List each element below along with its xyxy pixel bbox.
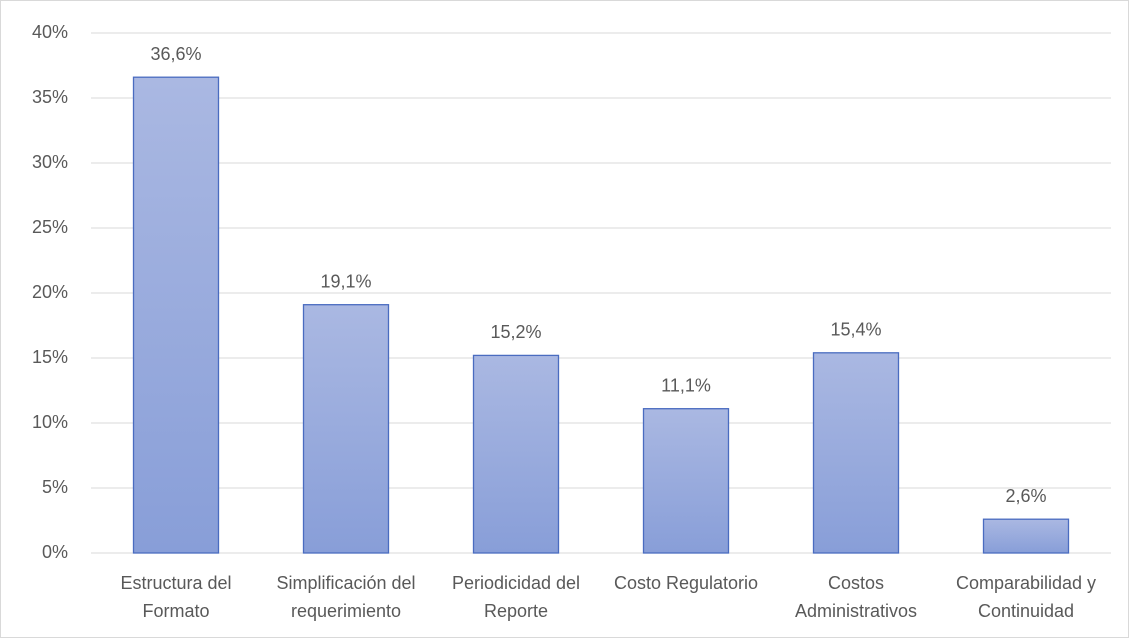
y-tick-label: 0% <box>42 542 68 562</box>
bar <box>472 354 560 554</box>
x-tick-label: Periodicidad del Reporte <box>451 573 581 621</box>
y-tick-label: 30% <box>32 152 68 172</box>
value-label: 36,6% <box>150 44 201 64</box>
value-label: 19,1% <box>320 271 371 291</box>
y-tick-label: 10% <box>32 412 68 432</box>
x-tick-label: Simplificación del requerimiento <box>276 573 416 621</box>
bar <box>812 352 900 554</box>
value-label: 15,4% <box>830 320 881 340</box>
y-tick-label: 5% <box>42 477 68 497</box>
value-label: 15,2% <box>490 322 541 342</box>
bar <box>132 76 220 554</box>
x-tick-label: Comparabilidad y Continuidad <box>955 573 1097 621</box>
bar <box>982 518 1070 554</box>
y-tick-label: 15% <box>32 347 68 367</box>
y-tick-label: 25% <box>32 217 68 237</box>
x-tick-label: Costos Administrativos <box>794 573 918 621</box>
x-tick-label: Estructura del Formato <box>120 573 232 621</box>
x-tick-label: Costo Regulatorio <box>613 573 759 593</box>
y-tick-label: 35% <box>32 87 68 107</box>
value-label: 11,1% <box>661 375 711 395</box>
y-tick-label: 20% <box>32 282 68 302</box>
bar <box>302 304 390 554</box>
bar <box>642 408 730 554</box>
y-tick-label: 40% <box>32 22 68 42</box>
value-label: 2,6% <box>1005 486 1046 506</box>
